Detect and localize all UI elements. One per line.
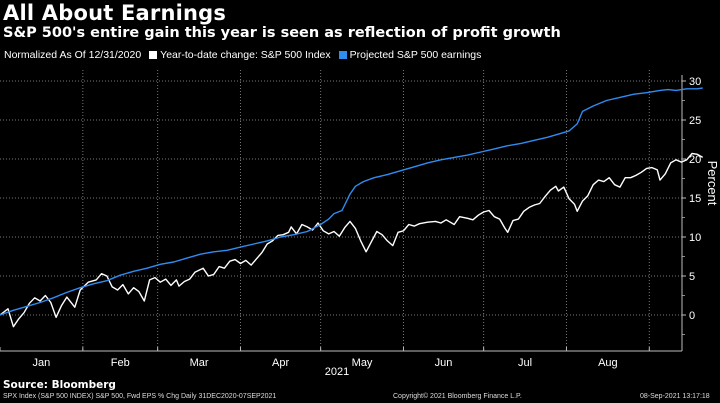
source-note: Source: Bloomberg — [3, 379, 116, 391]
legend-label-earnings: Projected S&P 500 earnings — [349, 49, 482, 61]
copyright: Copyright© 2021 Bloomberg Finance L.P. — [393, 393, 522, 400]
y-tick-label: 0 — [689, 310, 695, 322]
y-tick-label: 25 — [689, 115, 701, 127]
legend-swatch-blue — [338, 51, 347, 59]
y-tick-label: 30 — [689, 76, 701, 88]
x-tick-label: Jan — [33, 357, 51, 369]
legend-item-sp500: Year-to-date change: S&P 500 Index — [149, 49, 331, 61]
legend-label-sp500: Year-to-date change: S&P 500 Index — [160, 49, 331, 61]
x-tick-label: Feb — [111, 357, 130, 369]
series-line-earnings — [0, 87, 703, 316]
series-description: SPX Index (S&P 500 INDEX) S&P 500, Fwd E… — [3, 393, 277, 400]
x-tick-label: Jul — [518, 357, 532, 369]
series-line-sp500 — [0, 152, 704, 328]
x-tick-label: May — [352, 357, 373, 369]
x-tick-label: Jun — [435, 357, 453, 369]
x-tick-label: Mar — [190, 357, 209, 369]
y-axis-label: Percent — [705, 161, 720, 206]
timestamp: 08-Sep-2021 13:17:18 — [640, 393, 710, 400]
legend-normalized-note: Normalized As Of 12/31/2020 — [4, 49, 142, 61]
legend-item-earnings: Projected S&P 500 earnings — [338, 49, 482, 61]
chart-subtitle: S&P 500's entire gain this year is seen … — [3, 25, 561, 41]
grid — [0, 70, 682, 351]
x-axis-year-label: 2021 — [325, 366, 349, 378]
y-tick-label: 20 — [689, 154, 701, 166]
y-tick-label: 5 — [689, 271, 695, 283]
series-lines — [0, 87, 704, 328]
legend: Normalized As Of 12/31/2020 Year-to-date… — [4, 49, 481, 61]
x-tick-label: Apr — [272, 357, 289, 369]
chart-title: All About Earnings — [3, 1, 227, 25]
y-tick-label: 15 — [689, 193, 701, 205]
y-tick-label: 10 — [689, 232, 701, 244]
x-tick-label: Aug — [598, 357, 618, 369]
legend-swatch-white — [149, 51, 158, 59]
axes: 0 5 10 15 20 25 30 Jan Feb Mar Apr May Jun Jul Aug — [0, 75, 701, 369]
